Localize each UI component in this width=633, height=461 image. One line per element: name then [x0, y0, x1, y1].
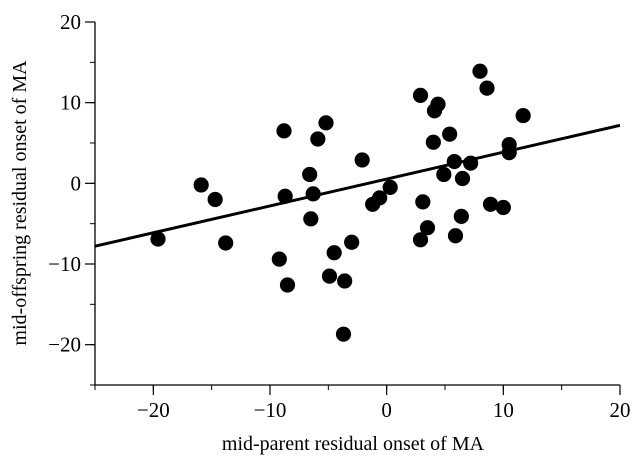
data-point	[271, 251, 287, 267]
data-point	[436, 166, 452, 183]
data-point	[454, 170, 471, 187]
regression-line-group	[94, 123, 621, 248]
data-point	[321, 268, 338, 284]
data-point	[303, 211, 319, 227]
ticks: −20 −10 0 10 20 −20 −10 0 10 20	[48, 10, 630, 422]
data-point	[415, 194, 431, 210]
data-point	[495, 199, 511, 216]
data-point	[207, 191, 223, 208]
data-point	[447, 228, 464, 244]
data-point	[482, 196, 499, 212]
data-point	[276, 123, 292, 139]
x-axis-title: mid-parent residual onset of MA	[222, 433, 485, 455]
data-point	[302, 166, 318, 183]
x-tick-label: 20	[610, 398, 631, 422]
data-point	[419, 220, 436, 236]
y-tick-label: −10	[48, 252, 81, 276]
regression-line	[94, 123, 621, 248]
data-point	[412, 232, 429, 248]
data-point	[430, 96, 446, 112]
x-tick-label: 10	[493, 398, 514, 422]
y-tick-label: −20	[48, 333, 81, 357]
x-tick-label: −10	[254, 398, 287, 422]
axes	[94, 22, 620, 386]
data-point	[310, 131, 326, 147]
x-tick-label: −20	[137, 398, 170, 422]
data-point	[372, 190, 388, 206]
data-point	[150, 231, 166, 247]
data-point	[193, 177, 209, 193]
y-tick-label: 20	[60, 10, 81, 34]
y-axis-title: mid-offspring residual onset of MA	[9, 60, 31, 346]
data-point	[442, 126, 458, 142]
data-point	[412, 87, 429, 104]
y-tick-label: 10	[60, 91, 81, 115]
x-tick-label: 0	[381, 398, 392, 422]
data-point	[279, 277, 296, 293]
data-point	[515, 107, 531, 124]
y-tick-label: 0	[71, 171, 82, 195]
data-point	[218, 235, 234, 251]
data-point	[335, 326, 352, 342]
data-point	[326, 245, 342, 261]
data-points	[150, 63, 531, 342]
data-point	[472, 63, 488, 79]
data-point	[344, 234, 360, 250]
data-point	[337, 273, 353, 289]
data-point	[425, 134, 441, 150]
data-point	[382, 179, 398, 195]
data-point	[318, 115, 334, 131]
data-point	[453, 208, 469, 225]
data-point	[354, 152, 370, 168]
data-point	[479, 80, 495, 96]
